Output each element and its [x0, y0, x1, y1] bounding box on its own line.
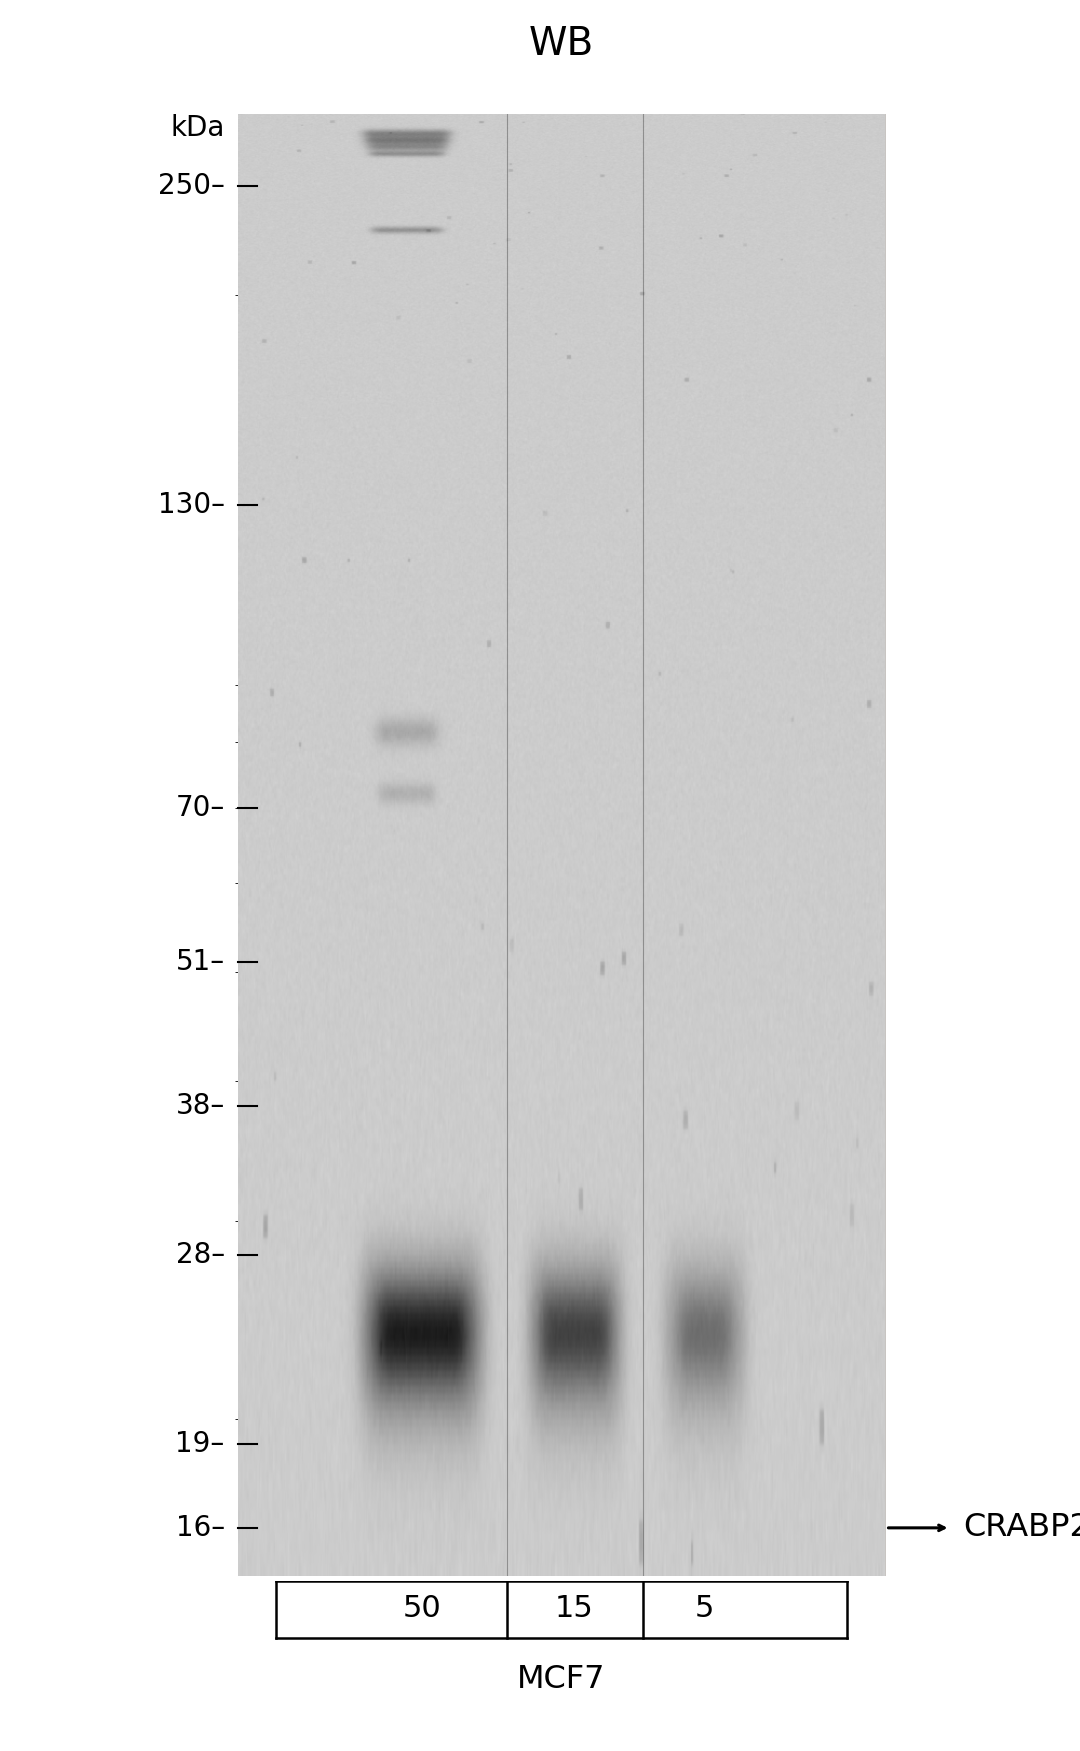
- Text: 130–: 130–: [158, 492, 225, 520]
- Text: 70–: 70–: [175, 793, 225, 821]
- Text: 51–: 51–: [176, 947, 225, 975]
- Text: kDa: kDa: [171, 114, 225, 142]
- Text: 19–: 19–: [175, 1431, 225, 1459]
- Text: 28–: 28–: [176, 1241, 225, 1269]
- Text: WB: WB: [529, 25, 594, 63]
- Text: 15: 15: [555, 1595, 594, 1623]
- Text: 250–: 250–: [158, 172, 225, 200]
- Text: 16–: 16–: [176, 1515, 225, 1543]
- Text: 50: 50: [403, 1595, 442, 1623]
- Text: 38–: 38–: [175, 1091, 225, 1119]
- Text: MCF7: MCF7: [517, 1663, 606, 1695]
- Text: CRABP2: CRABP2: [963, 1513, 1080, 1543]
- Text: 5: 5: [694, 1595, 714, 1623]
